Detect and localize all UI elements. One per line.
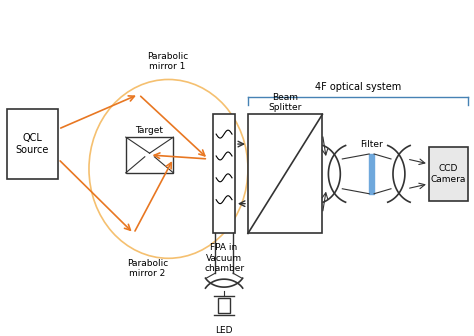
- Text: FPA in
Vacuum
chamber: FPA in Vacuum chamber: [204, 243, 244, 273]
- Bar: [218, 298, 230, 313]
- Bar: [369, 154, 374, 194]
- Bar: [7, 109, 58, 179]
- Text: QCL
Source: QCL Source: [16, 133, 49, 155]
- Bar: [429, 147, 468, 201]
- Text: Filter: Filter: [360, 139, 383, 149]
- Text: 4F optical system: 4F optical system: [315, 82, 401, 92]
- Text: Parabolic
mirror 1: Parabolic mirror 1: [147, 52, 188, 71]
- Bar: [248, 114, 322, 234]
- Text: Target: Target: [136, 126, 164, 135]
- Text: Beam
Splitter: Beam Splitter: [268, 93, 302, 112]
- Bar: [213, 114, 235, 234]
- Text: LED: LED: [215, 326, 233, 335]
- Bar: [126, 137, 173, 173]
- Text: Parabolic
mirror 2: Parabolic mirror 2: [127, 258, 168, 278]
- Text: CCD
Camera: CCD Camera: [431, 164, 466, 183]
